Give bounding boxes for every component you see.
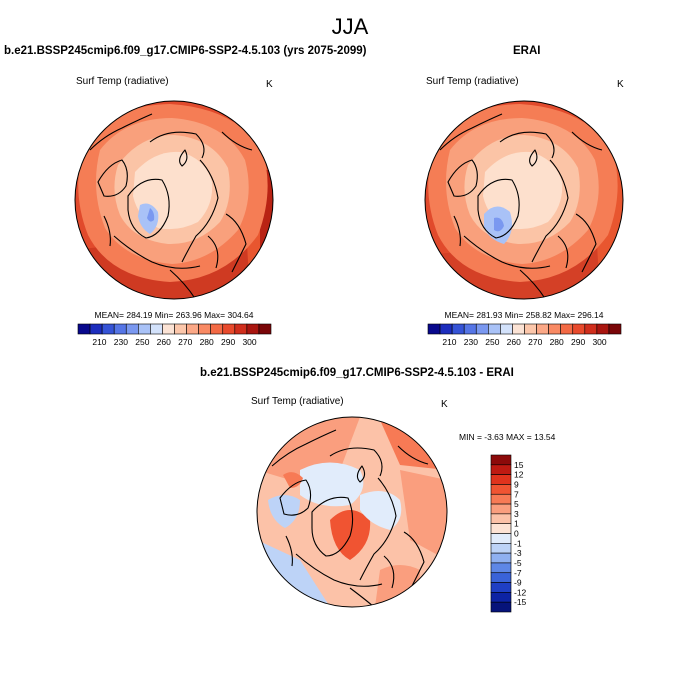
obs-colorbar: 210 230 250 260 270 280 290 300 [427, 323, 622, 347]
model-stats: MEAN= 284.19 Min= 263.96 Max= 304.64 [94, 310, 253, 320]
colorbar-tick-label: 12 [514, 470, 524, 480]
colorbar-tick-label: 7 [514, 489, 519, 499]
colorbar-swatch [234, 323, 248, 335]
obs-polar-map [424, 100, 624, 300]
colorbar-swatch [490, 572, 512, 583]
obs-variable-label: Surf Temp (radiative) [426, 76, 519, 87]
colorbar-tick-label: 0 [514, 529, 519, 539]
model-unit-label: K [266, 79, 273, 90]
colorbar-swatch [490, 552, 512, 564]
colorbar-swatch [490, 562, 512, 574]
colorbar-swatch [560, 323, 574, 335]
colorbar-swatch [490, 454, 512, 466]
colorbar-tick-label: 280 [200, 337, 214, 347]
colorbar-tick-label: 300 [242, 337, 256, 347]
colorbar-tick-label: 250 [135, 337, 149, 347]
colorbar-tick-label: -5 [514, 558, 522, 568]
colorbar-tick-label: 290 [571, 337, 585, 347]
colorbar-swatch [490, 484, 512, 495]
colorbar-swatch [596, 323, 610, 335]
colorbar-tick-label: 260 [157, 337, 171, 347]
colorbar-swatch [77, 323, 91, 335]
diff-variable-label: Surf Temp (radiative) [251, 396, 344, 407]
model-variable-label: Surf Temp (radiative) [76, 76, 169, 87]
colorbar-swatch [463, 323, 477, 335]
colorbar-swatch [186, 323, 199, 335]
model-polar-map [74, 100, 274, 300]
colorbar-swatch [572, 323, 586, 335]
colorbar-tick-label: 15 [514, 460, 524, 470]
colorbar-swatch [490, 523, 512, 534]
model-panel-title: b.e21.BSSP245cmip6.f09_g17.CMIP6-SSP2-4.… [4, 45, 367, 57]
colorbar-swatch [536, 323, 549, 335]
colorbar-tick-label: 5 [514, 499, 519, 509]
colorbar-swatch [150, 323, 163, 335]
colorbar-tick-label: 210 [92, 337, 106, 347]
colorbar-swatch [490, 474, 512, 485]
colorbar-tick-label: 250 [485, 337, 499, 347]
colorbar-swatch [490, 582, 512, 593]
diff-stats: MIN = -3.63 MAX = 13.54 [459, 432, 556, 442]
obs-panel-title: ERAI [513, 45, 541, 57]
colorbar-swatch [475, 323, 489, 335]
colorbar-swatch [427, 323, 441, 335]
colorbar-swatch [162, 323, 175, 335]
colorbar-swatch [210, 323, 224, 335]
colorbar-swatch [125, 323, 139, 335]
colorbar-swatch [548, 323, 561, 335]
colorbar-swatch [89, 323, 103, 335]
colorbar-swatch [258, 323, 272, 335]
colorbar-swatch [246, 323, 260, 335]
obs-stats: MEAN= 281.93 Min= 258.82 Max= 296.14 [444, 310, 603, 320]
colorbar-tick-label: 230 [464, 337, 478, 347]
colorbar-swatch [174, 323, 187, 335]
colorbar-swatch [490, 592, 512, 603]
colorbar-tick-label: -15 [514, 597, 527, 607]
colorbar-swatch [439, 323, 453, 335]
colorbar-tick-label: 280 [550, 337, 564, 347]
diff-unit-label: K [441, 399, 448, 410]
colorbar-swatch [113, 323, 127, 335]
colorbar-tick-label: -3 [514, 548, 522, 558]
model-colorbar: 210 230 250 260 270 280 290 300 [77, 323, 272, 347]
colorbar-tick-label: 260 [507, 337, 521, 347]
colorbar-swatch [608, 323, 622, 335]
colorbar-swatch [584, 323, 598, 335]
colorbar-tick-label: 9 [514, 479, 519, 489]
colorbar-swatch [490, 503, 512, 515]
colorbar-swatch [490, 601, 512, 613]
colorbar-swatch [512, 323, 525, 335]
season-title: JJA [331, 14, 369, 39]
colorbar-tick-label: 300 [592, 337, 606, 347]
colorbar-swatch [490, 533, 512, 544]
colorbar-swatch [490, 513, 512, 524]
colorbar-tick-label: -12 [514, 587, 527, 597]
diff-panel-title: b.e21.BSSP245cmip6.f09_g17.CMIP6-SSP2-4.… [200, 367, 514, 379]
colorbar-tick-label: 210 [442, 337, 456, 347]
colorbar-tick-label: 1 [514, 519, 519, 529]
colorbar-swatch [490, 464, 512, 475]
obs-unit-label: K [617, 79, 624, 90]
colorbar-tick-label: 270 [528, 337, 542, 347]
colorbar-tick-label: -7 [514, 568, 522, 578]
colorbar-swatch [198, 323, 211, 335]
colorbar-swatch [101, 323, 115, 335]
colorbar-swatch [138, 323, 151, 335]
colorbar-swatch [524, 323, 537, 335]
colorbar-swatch [490, 543, 512, 554]
colorbar-tick-label: 3 [514, 509, 519, 519]
colorbar-tick-label: -9 [514, 578, 522, 588]
diff-polar-map [256, 416, 448, 608]
colorbar-tick-label: 270 [178, 337, 192, 347]
colorbar-tick-label: 290 [221, 337, 235, 347]
colorbar-swatch [488, 323, 501, 335]
colorbar-swatch [451, 323, 465, 335]
colorbar-tick-label: 230 [114, 337, 128, 347]
colorbar-tick-label: -1 [514, 538, 522, 548]
colorbar-swatch [222, 323, 236, 335]
colorbar-swatch [500, 323, 513, 335]
colorbar-swatch [490, 493, 512, 505]
